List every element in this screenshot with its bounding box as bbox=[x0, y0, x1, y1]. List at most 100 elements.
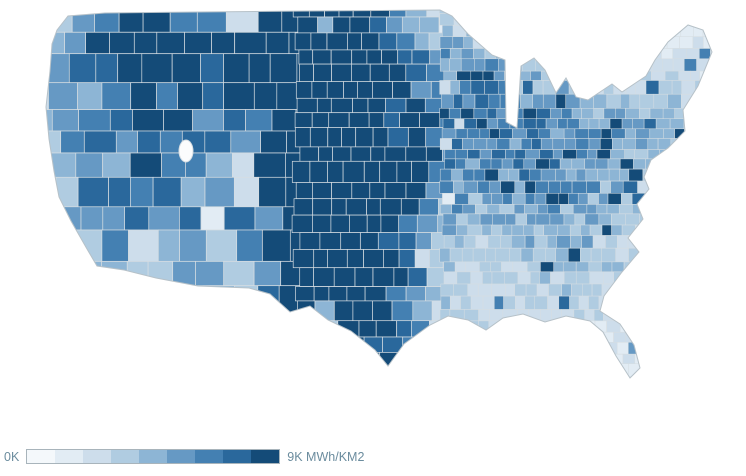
county[interactable] bbox=[601, 353, 614, 364]
county[interactable] bbox=[607, 158, 621, 170]
county[interactable] bbox=[651, 213, 665, 226]
county[interactable] bbox=[460, 48, 474, 60]
county[interactable] bbox=[199, 314, 228, 346]
county[interactable] bbox=[538, 128, 551, 139]
county[interactable] bbox=[713, 204, 724, 213]
county[interactable] bbox=[684, 283, 699, 297]
county[interactable] bbox=[604, 13, 617, 26]
county[interactable] bbox=[534, 295, 548, 310]
county[interactable] bbox=[251, 376, 275, 406]
county[interactable] bbox=[543, 3, 557, 14]
county[interactable] bbox=[556, 3, 570, 14]
county[interactable] bbox=[396, 320, 412, 338]
county[interactable] bbox=[518, 376, 530, 390]
county[interactable] bbox=[698, 283, 709, 297]
county[interactable] bbox=[299, 146, 319, 162]
county[interactable] bbox=[690, 168, 703, 182]
county[interactable] bbox=[285, 314, 315, 346]
county[interactable] bbox=[591, 3, 606, 14]
county[interactable] bbox=[407, 267, 428, 287]
county[interactable] bbox=[541, 70, 556, 81]
county[interactable] bbox=[102, 206, 126, 231]
county[interactable] bbox=[709, 3, 721, 14]
county[interactable] bbox=[348, 112, 370, 128]
county[interactable] bbox=[460, 295, 472, 310]
county[interactable] bbox=[622, 138, 636, 150]
county[interactable] bbox=[536, 108, 551, 119]
county[interactable] bbox=[156, 82, 178, 110]
county[interactable] bbox=[312, 336, 328, 353]
county[interactable] bbox=[293, 345, 320, 378]
county[interactable] bbox=[625, 331, 640, 343]
county[interactable] bbox=[455, 128, 468, 139]
county[interactable] bbox=[456, 224, 469, 236]
county[interactable] bbox=[443, 70, 457, 81]
county[interactable] bbox=[648, 353, 661, 364]
county[interactable] bbox=[439, 168, 452, 182]
county[interactable] bbox=[326, 32, 348, 51]
county[interactable] bbox=[652, 58, 664, 72]
county[interactable] bbox=[658, 80, 673, 95]
county[interactable] bbox=[547, 36, 561, 49]
county[interactable] bbox=[262, 229, 291, 262]
county[interactable] bbox=[563, 271, 577, 285]
county[interactable] bbox=[532, 93, 544, 109]
county[interactable] bbox=[610, 24, 621, 37]
county[interactable] bbox=[586, 180, 601, 194]
county[interactable] bbox=[150, 376, 175, 406]
county[interactable] bbox=[332, 16, 351, 34]
county[interactable] bbox=[351, 63, 371, 83]
county[interactable] bbox=[350, 146, 372, 162]
county[interactable] bbox=[674, 108, 689, 119]
county[interactable] bbox=[549, 213, 565, 226]
county[interactable] bbox=[253, 152, 286, 178]
county[interactable] bbox=[584, 158, 596, 170]
county[interactable] bbox=[678, 376, 691, 390]
county[interactable] bbox=[491, 149, 506, 160]
county[interactable] bbox=[580, 342, 594, 355]
county[interactable] bbox=[565, 93, 581, 109]
county[interactable] bbox=[512, 128, 527, 139]
county[interactable] bbox=[439, 108, 450, 119]
county[interactable] bbox=[57, 285, 80, 316]
county[interactable] bbox=[56, 261, 79, 287]
county[interactable] bbox=[313, 249, 328, 269]
county[interactable] bbox=[399, 112, 420, 128]
county[interactable] bbox=[657, 235, 671, 249]
county[interactable] bbox=[601, 261, 613, 273]
county[interactable] bbox=[539, 149, 554, 160]
county[interactable] bbox=[100, 345, 123, 378]
county[interactable] bbox=[575, 138, 590, 150]
county[interactable] bbox=[580, 3, 593, 14]
county[interactable] bbox=[223, 206, 256, 231]
county[interactable] bbox=[72, 229, 103, 262]
county[interactable] bbox=[589, 363, 604, 377]
county[interactable] bbox=[678, 193, 693, 205]
county[interactable] bbox=[534, 331, 549, 343]
county[interactable] bbox=[180, 176, 206, 208]
county[interactable] bbox=[449, 247, 463, 263]
county[interactable] bbox=[576, 48, 591, 60]
county[interactable] bbox=[524, 295, 535, 310]
county[interactable] bbox=[552, 138, 565, 150]
county[interactable] bbox=[520, 48, 531, 60]
county[interactable] bbox=[610, 180, 624, 194]
county[interactable] bbox=[120, 314, 154, 346]
county[interactable] bbox=[593, 93, 608, 109]
county[interactable] bbox=[709, 261, 722, 273]
county[interactable] bbox=[557, 224, 571, 236]
county[interactable] bbox=[624, 128, 636, 139]
county[interactable] bbox=[462, 204, 476, 215]
county[interactable] bbox=[500, 180, 516, 194]
county[interactable] bbox=[391, 300, 414, 322]
county[interactable] bbox=[671, 353, 682, 364]
county[interactable] bbox=[200, 53, 224, 84]
county[interactable] bbox=[698, 295, 713, 310]
county[interactable] bbox=[405, 286, 426, 302]
county[interactable] bbox=[484, 168, 499, 182]
county[interactable] bbox=[354, 267, 374, 287]
county[interactable] bbox=[512, 353, 525, 364]
county[interactable] bbox=[328, 352, 346, 368]
county[interactable] bbox=[501, 261, 514, 273]
county[interactable] bbox=[156, 31, 185, 55]
